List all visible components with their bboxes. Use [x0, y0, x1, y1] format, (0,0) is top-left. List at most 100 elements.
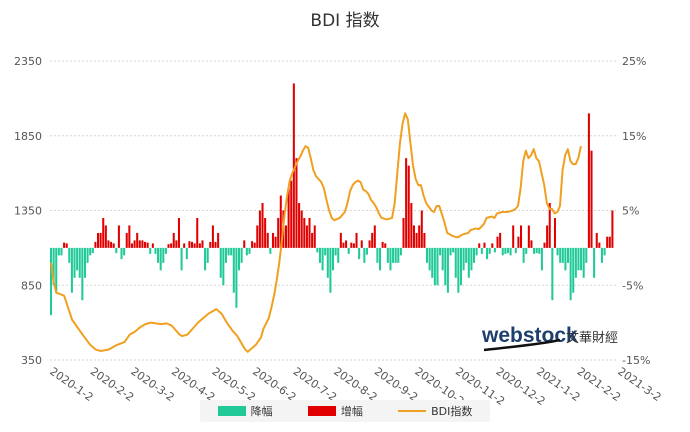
- legend-item-down[interactable]: 降幅: [217, 403, 273, 419]
- change-bar: [329, 247, 332, 293]
- change-bar: [110, 241, 113, 248]
- change-bar: [561, 247, 564, 263]
- x-tick-3: 2020-4-2: [169, 365, 217, 404]
- change-bar: [593, 247, 596, 278]
- change-bar: [590, 150, 593, 248]
- change-bar: [219, 247, 222, 278]
- y-right-tick-2: 5%: [622, 205, 639, 218]
- change-bar: [102, 217, 105, 248]
- change-bar: [559, 247, 562, 263]
- change-bar: [86, 247, 89, 263]
- change-bar: [486, 247, 489, 260]
- change-bar: [527, 225, 530, 248]
- change-bar: [540, 247, 543, 271]
- change-bar: [394, 247, 397, 263]
- change-bar: [512, 225, 515, 248]
- change-bar: [603, 247, 606, 256]
- x-tick-2: 2020-3-2: [128, 365, 176, 404]
- change-bar: [520, 225, 523, 248]
- x-tick-5: 2020-6-2: [250, 365, 298, 404]
- legend-swatch-down: [217, 406, 246, 416]
- change-bar: [89, 247, 92, 256]
- change-bar: [290, 180, 293, 248]
- change-bar: [97, 232, 100, 248]
- change-bar: [611, 210, 614, 248]
- change-bar: [569, 247, 572, 301]
- change-bar: [245, 247, 248, 256]
- change-bar: [316, 247, 319, 253]
- change-bar: [206, 247, 209, 263]
- change-bar: [104, 225, 107, 248]
- change-bar: [151, 243, 154, 248]
- change-bar: [606, 236, 609, 248]
- legend-item-up[interactable]: 增幅: [307, 403, 363, 419]
- change-bar: [308, 217, 311, 248]
- change-bar: [473, 247, 476, 263]
- change-bar: [457, 247, 460, 293]
- change-bar: [509, 247, 512, 256]
- change-bar: [123, 247, 126, 256]
- change-bar: [358, 247, 361, 260]
- change-bar: [321, 247, 324, 271]
- change-bar: [402, 217, 405, 248]
- change-bar: [399, 247, 402, 256]
- left-axis-ticks: 350 850 1350 1850 2350: [14, 55, 42, 367]
- change-bar: [446, 247, 449, 293]
- legend: 降幅 增幅 BDI指数: [200, 400, 490, 422]
- change-bar: [345, 240, 348, 248]
- change-bar: [572, 247, 575, 293]
- change-bar: [235, 247, 238, 308]
- change-bar: [78, 247, 81, 278]
- change-bar: [185, 247, 188, 260]
- legend-swatch-line: [398, 410, 427, 412]
- change-bar: [454, 247, 457, 278]
- change-bar: [564, 247, 567, 271]
- change-bar: [567, 247, 570, 263]
- legend-label-line: BDI指数: [431, 405, 473, 418]
- change-bar: [295, 158, 298, 248]
- change-bar: [546, 225, 549, 248]
- change-bar: [600, 247, 603, 263]
- change-bar: [264, 217, 267, 248]
- change-bar: [227, 247, 230, 256]
- change-bar: [183, 243, 186, 248]
- change-bar: [462, 247, 465, 271]
- change-bar: [172, 232, 175, 248]
- change-bar: [334, 247, 337, 256]
- change-bar: [467, 247, 470, 278]
- change-bar: [167, 244, 170, 248]
- change-bar: [269, 247, 272, 254]
- change-bar: [478, 243, 481, 248]
- change-bar: [538, 247, 541, 254]
- watermark-cn: 文華財經: [566, 331, 618, 346]
- change-bar: [274, 236, 277, 248]
- change-bar: [277, 217, 280, 248]
- change-bar: [224, 247, 227, 263]
- change-bar: [99, 232, 102, 248]
- change-bar: [585, 247, 588, 263]
- change-bar: [337, 247, 340, 263]
- x-tick-1: 2020-2-2: [88, 365, 136, 404]
- change-bar: [222, 247, 225, 286]
- y-left-tick-1: 850: [21, 279, 42, 292]
- change-bar: [188, 241, 191, 248]
- change-bar: [230, 247, 233, 256]
- change-bar: [551, 247, 554, 301]
- change-bar: [217, 232, 220, 248]
- legend-item-line[interactable]: BDI指数: [398, 403, 472, 419]
- change-bar: [318, 247, 321, 263]
- change-bar: [350, 242, 353, 248]
- change-bar: [363, 247, 366, 263]
- change-bar: [475, 247, 478, 256]
- change-bar: [324, 247, 327, 256]
- change-bar: [298, 203, 301, 248]
- change-bar: [193, 243, 196, 248]
- change-bar: [493, 247, 496, 253]
- change-bar: [543, 242, 546, 248]
- change-bar: [548, 203, 551, 248]
- y-left-tick-0: 350: [21, 354, 42, 367]
- y-right-tick-1: -5%: [622, 279, 643, 292]
- change-bar: [60, 247, 63, 256]
- change-bar: [52, 247, 55, 286]
- change-bar: [418, 225, 421, 248]
